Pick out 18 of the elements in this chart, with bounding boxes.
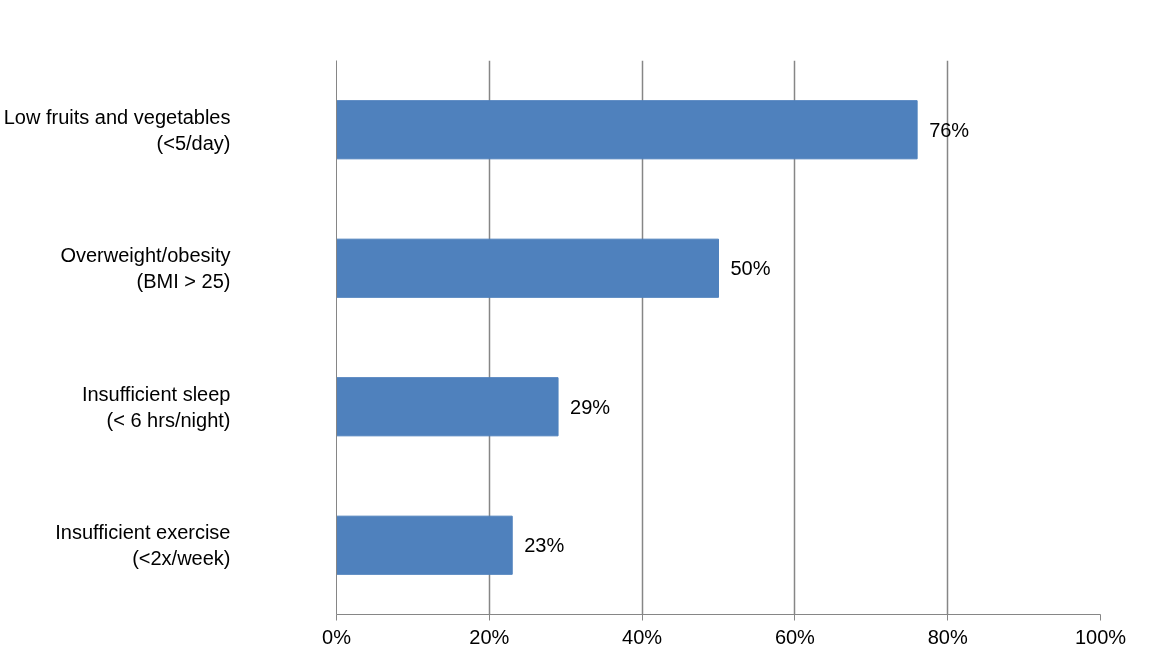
x-tick-label: 40%	[622, 625, 663, 648]
x-tick-label: 0%	[322, 625, 352, 648]
bar	[336, 238, 719, 298]
data-label: 23%	[524, 534, 565, 557]
data-label: 76%	[929, 118, 970, 141]
bar	[336, 515, 513, 575]
x-tick-label: 80%	[927, 625, 968, 648]
y-tick-label: Overweight/obesity (BMI > 25)	[60, 244, 231, 293]
data-label: 50%	[730, 257, 771, 280]
bar	[336, 100, 918, 160]
bar	[336, 377, 559, 437]
y-tick-label: Low fruits and vegetables (<5/day)	[3, 105, 231, 154]
data-label: 29%	[570, 395, 611, 418]
y-tick-label: Insufficient sleep (< 6 hrs/night)	[81, 382, 231, 431]
x-tick-label: 100%	[1074, 625, 1127, 648]
x-tick-label: 20%	[469, 625, 510, 648]
y-tick-label: Insufficient exercise (<2x/week)	[55, 521, 231, 570]
x-tick-label: 60%	[774, 625, 816, 648]
